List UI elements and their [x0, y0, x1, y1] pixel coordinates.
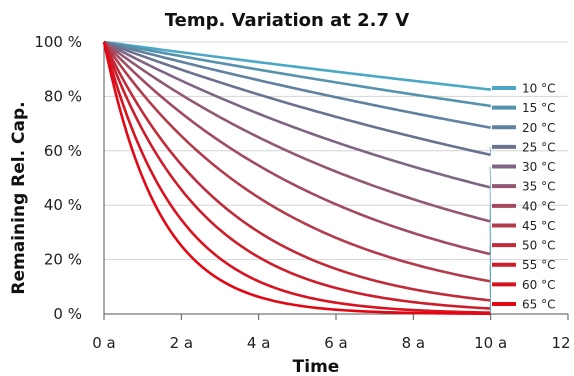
legend-label: 60 °C: [522, 278, 555, 292]
chart-title: Temp. Variation at 2.7 V: [164, 10, 410, 31]
y-tick-label: 20 %: [44, 251, 82, 269]
x-tick-label: 2 a: [170, 334, 194, 352]
series-line: [103, 40, 491, 157]
series-line: [102, 41, 491, 283]
series-line: [102, 41, 491, 316]
y-tick-label: 40 %: [44, 196, 82, 214]
x-tick-label: 10 a: [474, 334, 507, 352]
series-line: [102, 41, 491, 314]
legend-leader-line: [489, 303, 492, 314]
series-line: [103, 40, 491, 129]
legend-leader-line: [489, 146, 492, 155]
y-tick-label: 60 %: [44, 142, 82, 160]
legend-label: 45 °C: [522, 219, 555, 233]
legend-label: 10 °C: [522, 82, 555, 96]
legend-label: 50 °C: [522, 239, 555, 253]
legend-label: 20 °C: [522, 121, 555, 135]
series-line: [103, 40, 491, 223]
legend-label: 35 °C: [522, 180, 555, 194]
x-tick-label: 8 a: [402, 334, 426, 352]
legend-leader-line: [489, 186, 492, 222]
y-axis-label: Remaining Rel. Cap.: [9, 101, 29, 294]
y-tick-label: 0 %: [53, 305, 82, 323]
y-tick-label: 100 %: [34, 33, 82, 51]
x-tick-label: 12 a: [551, 334, 574, 352]
legend-leader-line: [489, 105, 492, 108]
x-tick-label: 0 a: [92, 334, 116, 352]
legend-label: 15 °C: [522, 101, 555, 115]
series-line: [103, 40, 491, 108]
x-tick-label: 4 a: [247, 334, 271, 352]
y-tick-label: 80 %: [44, 87, 82, 105]
x-axis-label: Time: [293, 357, 340, 376]
legend-label: 55 °C: [522, 258, 555, 272]
legend-label: 40 °C: [522, 199, 555, 213]
legend-leader-line: [489, 87, 492, 90]
series-line: [103, 40, 491, 189]
series-line: [103, 40, 491, 91]
legend-leader-line: [489, 166, 492, 188]
legend-label: 65 °C: [522, 298, 555, 312]
series-line: [102, 41, 491, 310]
legend-label: 25 °C: [522, 140, 555, 154]
series-line: [103, 41, 491, 256]
legend-label: 30 °C: [522, 160, 555, 174]
series-line: [102, 41, 491, 302]
x-tick-label: 6 a: [324, 334, 348, 352]
